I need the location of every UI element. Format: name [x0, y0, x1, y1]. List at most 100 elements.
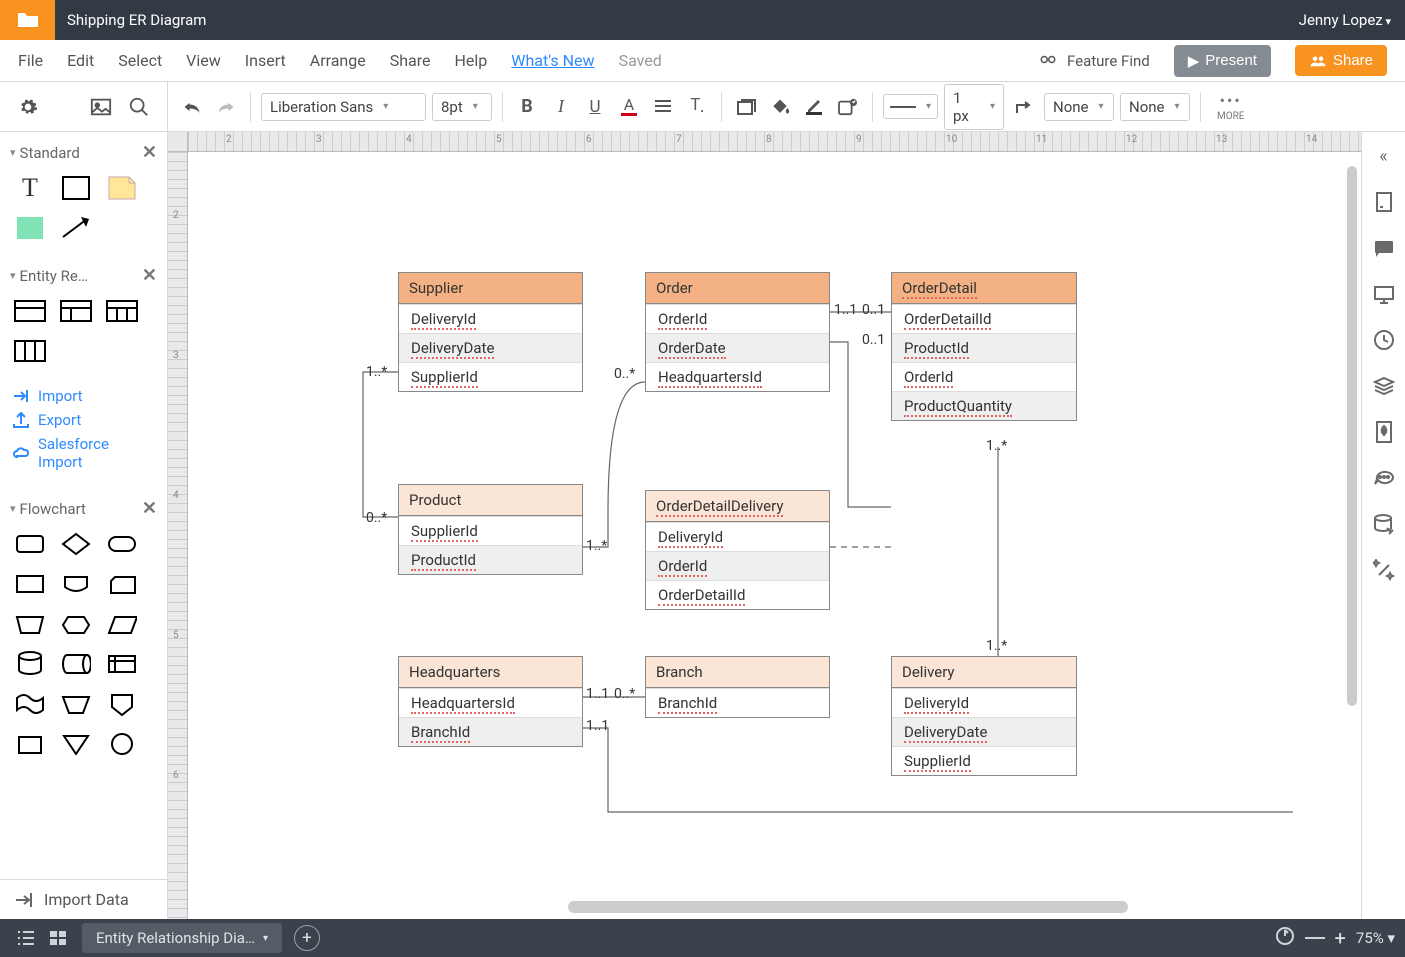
entity-field[interactable]: ProductId: [892, 333, 1076, 362]
entity-product[interactable]: ProductSupplierIdProductId: [398, 484, 583, 575]
entity-shape-4[interactable]: [12, 336, 48, 366]
theme-icon[interactable]: [1370, 418, 1398, 446]
menu-view[interactable]: View: [186, 51, 221, 70]
entity-field[interactable]: DeliveryId: [399, 304, 582, 333]
entity-odd[interactable]: OrderDetailDeliveryDeliveryIdOrderIdOrde…: [645, 490, 830, 610]
menu-select[interactable]: Select: [118, 51, 162, 70]
font-size-select[interactable]: 8pt: [432, 93, 492, 121]
more-button[interactable]: •••MORE: [1211, 91, 1250, 122]
entity-order[interactable]: OrderOrderIdOrderDateHeadquartersId: [645, 272, 830, 392]
page[interactable]: SupplierDeliveryIdDeliveryDateSupplierId…: [188, 152, 1361, 919]
grid-view-icon[interactable]: [42, 924, 74, 952]
menu-whats-new[interactable]: What's New: [511, 51, 594, 70]
entity-field[interactable]: HeadquartersId: [399, 688, 582, 717]
underline-icon[interactable]: U: [581, 93, 609, 121]
menu-edit[interactable]: Edit: [67, 51, 94, 70]
redo-icon[interactable]: [212, 93, 240, 121]
entity-field[interactable]: OrderId: [646, 304, 829, 333]
fc-merge[interactable]: [58, 729, 94, 759]
salesforce-import-link[interactable]: Salesforce Import: [12, 432, 155, 474]
note-shape[interactable]: [104, 173, 140, 203]
panel-standard-header[interactable]: ▾ Standard ✕: [0, 132, 167, 169]
close-icon[interactable]: ✕: [142, 142, 157, 163]
layers-icon[interactable]: [1370, 372, 1398, 400]
shape-style-icon[interactable]: [834, 93, 862, 121]
line-style-select[interactable]: [883, 94, 938, 119]
line-route-icon[interactable]: [1010, 93, 1038, 121]
undo-icon[interactable]: [178, 93, 206, 121]
border-color-icon[interactable]: [800, 93, 828, 121]
gear-icon[interactable]: [14, 93, 42, 121]
entity-field[interactable]: ProductId: [399, 545, 582, 574]
chat-icon[interactable]: [1370, 464, 1398, 492]
fc-prep[interactable]: [58, 609, 94, 639]
entity-field[interactable]: OrderDate: [646, 333, 829, 362]
entity-shape-2[interactable]: [58, 296, 94, 326]
line-width-select[interactable]: 1 px: [944, 84, 1004, 130]
fc-manualop[interactable]: [58, 689, 94, 719]
shape-box-icon[interactable]: [732, 93, 760, 121]
fullscreen-icon[interactable]: [1367, 93, 1395, 121]
vertical-scrollbar[interactable]: [1347, 166, 1357, 706]
entity-orderdetail[interactable]: OrderDetailOrderDetailIdProductIdOrderId…: [891, 272, 1077, 421]
canvas[interactable]: 234567891011121314 23456 SupplierDe: [168, 132, 1361, 919]
text-color-icon[interactable]: A: [615, 93, 643, 121]
bold-icon[interactable]: B: [513, 93, 541, 121]
entity-header[interactable]: Branch: [646, 657, 829, 688]
user-menu[interactable]: Jenny Lopez: [1299, 11, 1405, 29]
entity-supplier[interactable]: SupplierDeliveryIdDeliveryDateSupplierId: [398, 272, 583, 392]
fc-card[interactable]: [104, 569, 140, 599]
close-icon[interactable]: ✕: [142, 498, 157, 519]
entity-field[interactable]: SupplierId: [399, 362, 582, 391]
page-settings-icon[interactable]: [1370, 188, 1398, 216]
sync-icon[interactable]: [1275, 926, 1295, 950]
entity-header[interactable]: Product: [399, 485, 582, 516]
entity-delivery[interactable]: DeliveryDeliveryIdDeliveryDateSupplierId: [891, 656, 1077, 776]
panel-entity-header[interactable]: ▾ Entity Re… ✕: [0, 255, 167, 292]
entity-field[interactable]: OrderId: [646, 551, 829, 580]
entity-hq[interactable]: HeadquartersHeadquartersIdBranchId: [398, 656, 583, 747]
fc-terminator[interactable]: [104, 529, 140, 559]
block-shape[interactable]: [12, 213, 48, 243]
image-icon[interactable]: [87, 93, 115, 121]
history-icon[interactable]: [1370, 326, 1398, 354]
entity-header[interactable]: Delivery: [892, 657, 1076, 688]
zoom-out-button[interactable]: [1305, 937, 1325, 939]
fc-doc[interactable]: [12, 729, 48, 759]
fc-db[interactable]: [12, 649, 48, 679]
text-shape[interactable]: T: [12, 173, 48, 203]
add-page-button[interactable]: +: [294, 925, 320, 951]
entity-field[interactable]: OrderDetailId: [646, 580, 829, 609]
font-family-select[interactable]: Liberation Sans: [261, 93, 426, 121]
menu-insert[interactable]: Insert: [245, 51, 286, 70]
fc-offpage[interactable]: [104, 689, 140, 719]
fc-diamond[interactable]: [58, 529, 94, 559]
fc-manual[interactable]: [12, 609, 48, 639]
document-icon[interactable]: [0, 0, 55, 40]
menu-arrange[interactable]: Arrange: [310, 51, 366, 70]
share-button[interactable]: Share: [1295, 45, 1387, 76]
import-link[interactable]: Import: [12, 384, 155, 408]
entity-field[interactable]: SupplierId: [892, 746, 1076, 775]
arrow-end-select[interactable]: None: [1120, 93, 1190, 121]
menu-share[interactable]: Share: [390, 51, 431, 70]
entity-header[interactable]: OrderDetailDelivery: [646, 491, 829, 522]
comments-icon[interactable]: [1370, 234, 1398, 262]
entity-field[interactable]: SupplierId: [399, 516, 582, 545]
entity-field[interactable]: OrderDetailId: [892, 304, 1076, 333]
entity-field[interactable]: DeliveryDate: [892, 717, 1076, 746]
data-icon[interactable]: [1370, 510, 1398, 538]
feature-find[interactable]: Feature Find: [1037, 52, 1150, 70]
zoom-in-button[interactable]: +: [1335, 926, 1346, 950]
entity-header[interactable]: Headquarters: [399, 657, 582, 688]
entity-shape-3[interactable]: [104, 296, 140, 326]
fc-data[interactable]: [104, 609, 140, 639]
rect-shape[interactable]: [58, 173, 94, 203]
entity-header[interactable]: Order: [646, 273, 829, 304]
export-link[interactable]: Export: [12, 408, 155, 432]
entity-field[interactable]: DeliveryDate: [399, 333, 582, 362]
horizontal-scrollbar[interactable]: [568, 901, 1128, 913]
outline-icon[interactable]: [10, 924, 42, 952]
text-options-icon[interactable]: T•: [683, 93, 711, 121]
fc-tape[interactable]: [12, 689, 48, 719]
